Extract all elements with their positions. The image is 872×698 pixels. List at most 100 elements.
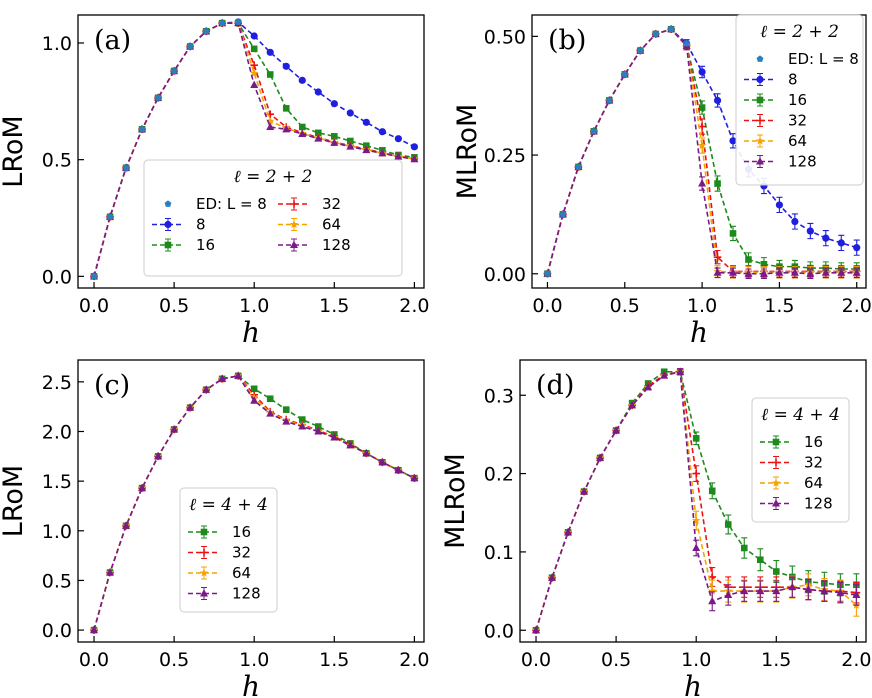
data-point: [298, 422, 307, 430]
y-tick-label: 1.0: [42, 521, 72, 543]
legend-entry: 128: [760, 495, 833, 513]
data-point: [713, 268, 722, 276]
legend: ℓ = 4 + 4 16 32 64 128: [179, 487, 278, 613]
data-point: [282, 406, 290, 413]
legend-entry: 16: [760, 433, 823, 451]
data-point: [660, 371, 669, 379]
y-tick-label: 0.5: [42, 150, 72, 172]
data-point: [564, 527, 573, 536]
legend-title: ℓ = 2 + 2: [760, 22, 839, 42]
legend: ℓ = 2 + 2 ED: L = 8 8 16 32 64 128: [735, 14, 864, 186]
legend-marker: [755, 136, 765, 145]
data-point: [122, 521, 131, 529]
data-point: [330, 133, 338, 140]
data-point: [744, 269, 753, 277]
data-point: [314, 134, 323, 142]
legend-entry: 32: [744, 112, 807, 130]
legend-label: 16: [232, 523, 251, 541]
data-point: [837, 239, 845, 247]
y-tick-label: 0.00: [484, 264, 526, 286]
x-tick-label: 1.0: [239, 649, 269, 671]
data-point: [266, 71, 274, 78]
legend-entry: 16: [188, 523, 251, 541]
data-point: [692, 543, 701, 551]
data-point: [362, 145, 371, 154]
legend-label: 16: [196, 236, 215, 254]
legend-entry: 32: [188, 544, 251, 562]
legend-label: 128: [322, 236, 351, 254]
data-point: [698, 68, 706, 76]
ed-point: [122, 164, 130, 171]
series-line-64: [535, 370, 857, 631]
x-tick-label: 1.5: [761, 649, 791, 671]
data-point: [697, 141, 707, 150]
legend-entry: ED: L = 8: [164, 195, 267, 213]
data-point: [724, 590, 733, 598]
ed-point: [138, 125, 146, 133]
axes-frame: [77, 359, 425, 643]
data-point: [410, 154, 419, 163]
data-point: [250, 396, 259, 404]
legend-entry: 64: [188, 564, 251, 582]
x-tick-label: 1.0: [687, 295, 717, 317]
data-point: [266, 48, 274, 56]
ed-point: [636, 47, 644, 54]
data-point: [330, 433, 339, 441]
ed-point: [559, 210, 567, 218]
ed-point: [652, 30, 660, 37]
data-point: [410, 143, 418, 151]
panel-label: (a): [94, 25, 131, 56]
data-point: [314, 88, 322, 96]
x-tick-label: 1.5: [319, 649, 349, 671]
legend-label: 8: [788, 71, 798, 89]
legend-box: [751, 397, 850, 523]
data-point: [853, 244, 861, 252]
panel-label: (c): [94, 370, 130, 401]
data-point: [298, 129, 307, 137]
panel-label: (b): [548, 25, 586, 56]
x-tick-label: 0.0: [521, 649, 551, 671]
legend-marker: [772, 438, 780, 446]
data-point: [378, 457, 387, 466]
plot-area: [531, 367, 861, 635]
legend-marker: [756, 96, 764, 104]
x-tick-label: 0.5: [159, 649, 189, 671]
y-tick-label: 2.0: [42, 421, 72, 443]
x-tick-label: 1.5: [319, 295, 349, 317]
legend-label: 128: [804, 495, 833, 513]
legend-entry: 8: [744, 71, 798, 89]
legend-entry: 16: [744, 91, 807, 109]
data-point: [724, 521, 732, 528]
data-point: [410, 473, 419, 482]
x-tick-label: 2.0: [399, 295, 429, 317]
data-point: [250, 68, 259, 77]
data-point: [250, 61, 259, 69]
x-tick-label: 2.0: [399, 649, 429, 671]
legend-marker: [164, 200, 172, 207]
x-tick-label: 2.0: [842, 295, 872, 317]
data-point: [580, 487, 589, 495]
data-point: [346, 109, 354, 117]
legend-marker: [199, 568, 209, 577]
y-tick-label: 1.5: [42, 471, 72, 493]
legend: ℓ = 2 + 2 ED: L = 8 8 16 32 64 128: [143, 159, 403, 277]
data-point: [713, 96, 722, 105]
legend-marker: [164, 220, 172, 229]
legend-title: ℓ = 4 + 4: [189, 495, 268, 515]
ed-point: [170, 67, 178, 74]
legend-label: 128: [788, 153, 817, 171]
data-point: [729, 230, 737, 237]
legend-label: 32: [232, 544, 251, 562]
legend-label: 8: [196, 216, 206, 234]
data-point: [760, 260, 768, 268]
ed-point: [106, 213, 114, 220]
plot-area: [89, 371, 419, 634]
series-ed: [544, 25, 691, 277]
y-tick-label: 0.0: [42, 620, 72, 642]
data-point: [790, 268, 799, 276]
ed-point: [218, 19, 226, 27]
x-tick-label: 0.5: [601, 649, 631, 671]
x-tick-label: 2.0: [841, 649, 871, 671]
data-point: [298, 76, 306, 84]
